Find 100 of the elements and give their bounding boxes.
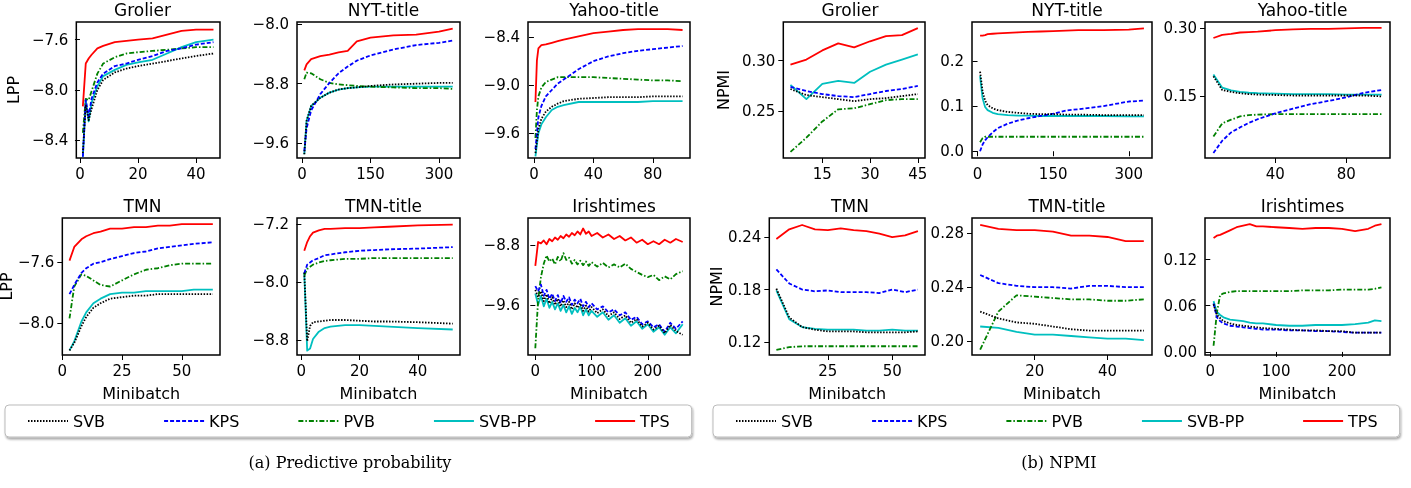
chart-title: TMN [830, 195, 869, 216]
line-series [534, 252, 684, 350]
y-tick-label: −9.6 [252, 134, 289, 153]
y-tick-label: 0.24 [727, 228, 762, 247]
line-series [68, 262, 214, 320]
x-tick-label: 20 [1025, 361, 1045, 380]
x-tick-label: 40 [583, 164, 603, 183]
x-tick-label: 40 [408, 361, 428, 380]
line-series [1212, 27, 1383, 39]
y-axis-title: NPMI [713, 69, 733, 111]
y-tick-label: 0.06 [1163, 296, 1197, 315]
x-tick-label: 45 [908, 164, 928, 183]
x-tick-label: 0 [530, 361, 541, 380]
y-tick-label: 0.2 [940, 51, 964, 70]
x-tick-label: 100 [1261, 361, 1291, 380]
x-tick-label: 0 [296, 361, 307, 380]
y-tick-label: −9.0 [483, 76, 520, 95]
text: (b) NPMI [1020, 453, 1098, 472]
line-series [1212, 300, 1383, 327]
x-tick-label: 40 [1265, 164, 1285, 183]
y-tick-label: −8.0 [252, 273, 289, 292]
x-tick-label: 150 [356, 164, 385, 183]
x-tick-label: 20 [128, 164, 148, 183]
line-series [979, 99, 1145, 153]
x-tick-label: 80 [643, 164, 663, 183]
line-series [789, 98, 919, 153]
legend-label: TPS [1347, 411, 1378, 431]
x-tick-label: 0 [1205, 361, 1216, 380]
line-series [303, 223, 454, 252]
x-tick-label: 200 [633, 361, 663, 380]
y-tick-label: 0.24 [930, 278, 964, 297]
chart-title: Yahoo-title [1256, 0, 1348, 20]
y-axis-title: NPMI [706, 266, 726, 307]
y-tick-label: −8.4 [483, 28, 520, 47]
y-tick-label: 0.20 [930, 332, 964, 351]
x-tick-label: 40 [1097, 361, 1117, 380]
line-series [303, 257, 454, 277]
legend-label: PVB [343, 411, 375, 431]
y-tick-label: 0.28 [930, 223, 964, 242]
y-tick-label: −8.4 [31, 131, 69, 150]
line-series [81, 28, 215, 108]
y-tick-label: −8.0 [252, 15, 289, 34]
y-tick-label: 0.0 [940, 142, 964, 161]
legend-label: SVB-PP [1186, 411, 1245, 431]
line-series [1212, 223, 1383, 239]
x-axis-title: Minibatch [339, 383, 418, 403]
line-series [1212, 286, 1383, 347]
line-series [303, 71, 454, 90]
y-tick-label: 0.12 [727, 332, 762, 351]
y-tick-label: 0.1 [940, 97, 964, 116]
line-series [789, 85, 919, 98]
chart-title: TMN-title [343, 195, 423, 216]
x-tick-label: 0 [75, 164, 85, 183]
chart-title: Irishtimes [1260, 195, 1345, 216]
y-tick-label: 0.30 [741, 51, 776, 70]
line-series [789, 27, 919, 66]
line-series [68, 223, 214, 262]
x-tick-label: 300 [424, 164, 454, 183]
y-tick-label: −8.8 [252, 74, 289, 93]
legend-label: KPS [917, 411, 948, 431]
line-series [775, 224, 919, 240]
legend-label: SVB-PP [478, 411, 537, 431]
line-series [534, 45, 684, 151]
x-axis-title: Minibatch [1258, 383, 1337, 403]
x-tick-label: 300 [1114, 164, 1144, 183]
x-axis-title: Minibatch [1022, 383, 1102, 403]
y-tick-label: −9.6 [483, 295, 520, 314]
x-tick-label: 100 [577, 361, 606, 380]
y-tick-label: −7.6 [31, 30, 69, 49]
chart-title: NYT-title [1031, 0, 1103, 20]
y-tick-label: 0.25 [741, 102, 776, 121]
y-tick-label: −9.6 [483, 124, 520, 143]
x-tick-label: 0 [297, 164, 307, 183]
line-series [789, 53, 919, 101]
line-series [303, 246, 454, 275]
text: (a) Predictive probability [247, 453, 453, 472]
y-tick-label: −7.6 [17, 253, 55, 272]
y-tick-label: −7.2 [252, 214, 289, 233]
y-axis-title: LPP [3, 75, 23, 105]
line-series [68, 241, 214, 296]
x-tick-label: 0 [529, 164, 539, 183]
x-tick-label: 30 [860, 164, 880, 183]
y-tick-label: −8.8 [483, 235, 520, 254]
x-tick-label: 0 [57, 361, 68, 380]
legend-label: KPS [209, 411, 240, 431]
y-tick-label: 0.12 [1163, 250, 1197, 269]
y-tick-label: −8.0 [17, 314, 55, 333]
y-tick-label: 0.15 [1163, 87, 1197, 106]
chart-title: TMN [122, 195, 162, 216]
chart-title: Irishtimes [572, 195, 656, 216]
line-series [303, 39, 454, 153]
x-tick-label: 40 [186, 164, 206, 183]
line-series [1212, 113, 1383, 138]
line-series [303, 27, 454, 72]
chart-title: Yahoo-title [568, 0, 659, 20]
y-axis-title: LPP [0, 272, 16, 301]
line-series [534, 76, 684, 139]
legend-label: TPS [639, 411, 670, 431]
x-tick-label: 0 [972, 164, 983, 183]
chart-title: Grolier [821, 0, 879, 20]
